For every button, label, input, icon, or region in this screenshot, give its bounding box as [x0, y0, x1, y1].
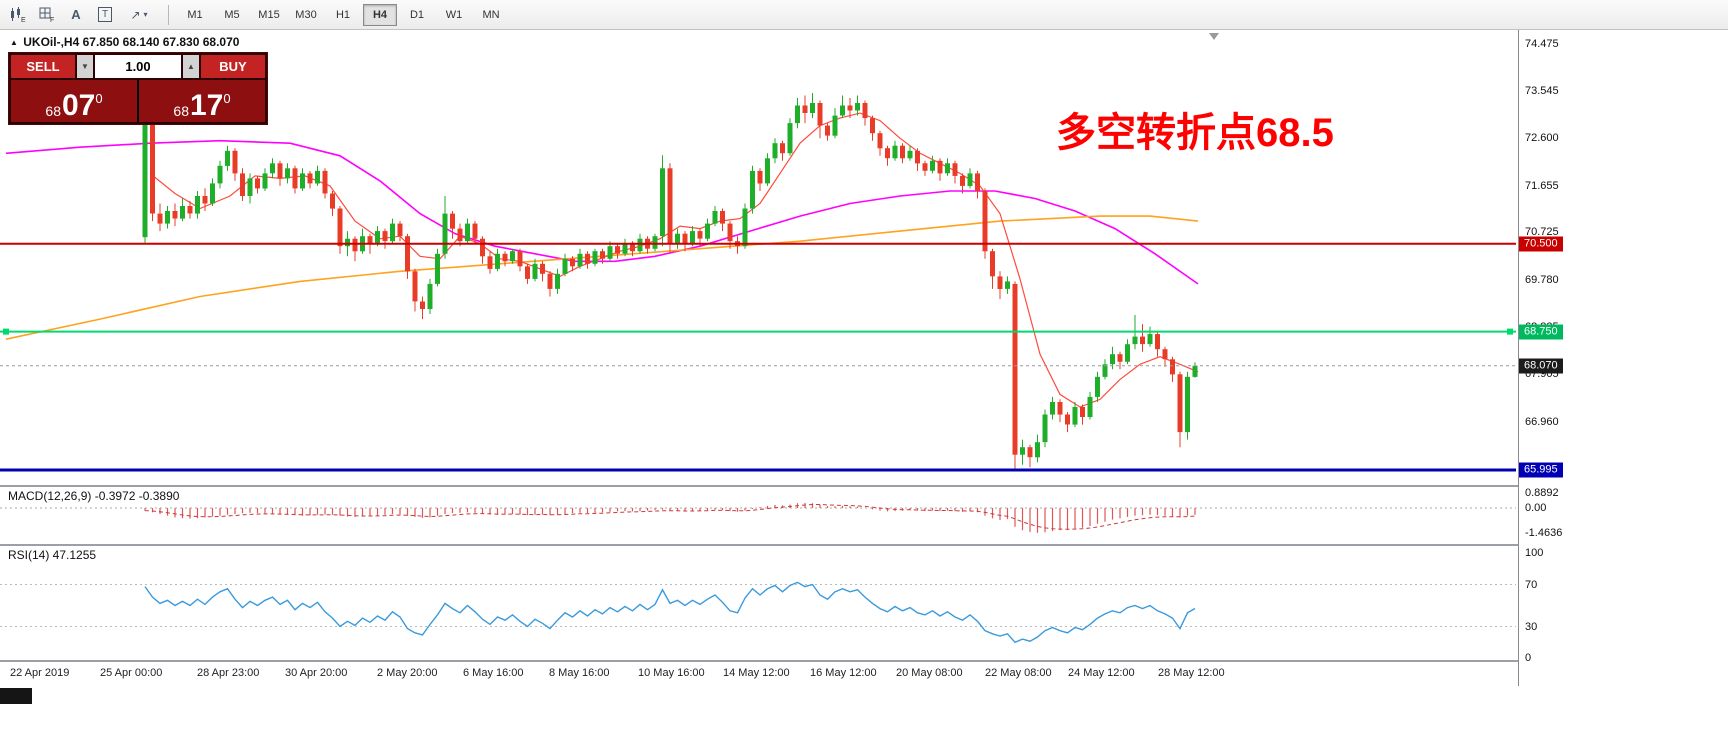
time-axis[interactable]: 22 Apr 2019 25 Apr 00:00 28 Apr 23:00 30 Ap…	[0, 662, 1516, 686]
time-label: 14 May 12:00	[723, 667, 790, 679]
panel-divider[interactable]	[0, 544, 1728, 546]
time-label: 8 May 16:00	[549, 667, 610, 679]
price-tag-70.500: 70.500	[1519, 236, 1563, 252]
taskbar-fragment	[0, 688, 32, 704]
rsi-level-label: 0	[1525, 652, 1532, 664]
rsi-level-label: 100	[1525, 547, 1544, 559]
rsi-level-label: 70	[1525, 578, 1538, 591]
price-label: 71.655	[1525, 179, 1559, 192]
ma-magenta	[5, 139, 1199, 285]
toolbar-separator	[168, 4, 169, 25]
price-tag-65.995: 65.995	[1519, 462, 1563, 478]
chart-canvas[interactable]	[0, 30, 1516, 485]
timeframe-buttons: M1 M5 M15 M30 H1 H4 D1 W1 MN	[178, 3, 511, 26]
time-label: 22 Apr 2019	[10, 667, 70, 679]
timeframe-d1[interactable]: D1	[409, 8, 425, 21]
ma-orange	[5, 215, 1199, 340]
grid-template-icon[interactable]: F	[33, 3, 61, 27]
time-label: 30 Apr 20:00	[285, 667, 348, 679]
indicators-chart-icon[interactable]: E	[4, 3, 32, 27]
price-label: 69.780	[1525, 273, 1559, 286]
volume-input[interactable]	[95, 55, 181, 78]
time-label: 10 May 16:00	[638, 667, 705, 679]
volume-decrease-button[interactable]: ▼	[77, 55, 93, 78]
price-label: 66.960	[1525, 415, 1559, 428]
price-label: 70.725	[1525, 226, 1559, 239]
sell-price-sup: 0	[95, 91, 103, 106]
timeframe-h1[interactable]: H1	[335, 8, 351, 21]
macd-scale-label: -1.4636	[1525, 527, 1563, 540]
time-label: 6 May 16:00	[463, 667, 524, 679]
svg-text:E: E	[21, 17, 26, 23]
rsi-panel	[0, 581, 1516, 644]
buy-price-main: 17	[189, 89, 224, 122]
sell-price-main: 07	[61, 89, 96, 122]
panel-divider[interactable]	[0, 485, 1728, 487]
timeframe-mn[interactable]: MN	[482, 8, 500, 21]
price-label: 72.600	[1525, 132, 1559, 145]
svg-text:F: F	[50, 17, 54, 23]
rsi-level-label: 30	[1525, 620, 1538, 633]
price-label: 74.475	[1525, 38, 1559, 50]
timeframe-h4[interactable]: H4	[363, 3, 397, 26]
buy-price-display[interactable]: 68 17 0	[139, 80, 265, 122]
time-label: 28 May 12:00	[1158, 667, 1225, 679]
sell-price-prefix: 68	[45, 103, 61, 119]
sell-button[interactable]: SELL	[11, 55, 75, 78]
time-label: 20 May 08:00	[896, 667, 963, 679]
time-label: 25 Apr 00:00	[100, 667, 163, 679]
buy-price-sup: 0	[223, 91, 231, 106]
timeframe-m30[interactable]: M30	[295, 8, 317, 21]
price-label: 73.545	[1525, 84, 1559, 97]
time-label: 28 Apr 23:00	[197, 667, 260, 679]
buy-price-prefix: 68	[173, 103, 189, 119]
rsi-label: RSI(14) 47.1255	[8, 548, 97, 562]
shapes-tool-dropdown[interactable]: ↗ ▾	[120, 3, 158, 27]
macd-scale-label: 0.00	[1525, 502, 1547, 514]
label-tool-glyph: T	[97, 7, 113, 22]
time-label: 16 May 12:00	[810, 667, 877, 679]
volume-increase-button[interactable]: ▲	[183, 55, 199, 78]
panel-divider[interactable]	[0, 660, 1728, 662]
chart-scroll-marker-icon[interactable]	[1209, 33, 1219, 40]
macd-label: MACD(12,26,9) -0.3972 -0.3890	[8, 489, 180, 503]
time-label: 24 May 12:00	[1068, 667, 1135, 679]
text-tool-icon[interactable]: A	[71, 7, 81, 22]
buy-button[interactable]: BUY	[201, 55, 265, 78]
macd-scale-label: 0.8892	[1525, 486, 1559, 499]
candlestick-chart	[0, 93, 1516, 472]
ma-fast-red	[149, 112, 1199, 408]
price-axis[interactable]: 74.47573.54572.60071.65570.72569.78068.8…	[1518, 30, 1728, 686]
timeframe-m1[interactable]: M1	[187, 8, 203, 21]
hline-handle[interactable]	[1507, 328, 1513, 335]
one-click-trading-panel: SELL ▼ ▲ BUY 68 07 0 68 17 0	[8, 52, 268, 125]
timeframe-w1[interactable]: W1	[445, 8, 463, 21]
label-tool-icon[interactable]: T	[91, 3, 119, 27]
ohlc-values: 67.850 68.140 67.830 68.070	[82, 35, 240, 49]
price-tag-68.750: 68.750	[1519, 324, 1563, 340]
time-label: 2 May 20:00	[377, 667, 438, 679]
sell-price-display[interactable]: 68 07 0	[11, 80, 137, 122]
chart-annotation-text: 多空转折点68.5	[1056, 111, 1334, 155]
symbol-arrow-icon: ▲	[10, 38, 18, 47]
time-label: 22 May 08:00	[985, 667, 1052, 679]
shapes-tool-icon: ↗	[130, 7, 141, 22]
symbol-name: UKOil-,H4	[23, 35, 80, 49]
toolbar: E F A T ↗ ▾ M1 M5 M15 M30 H1 H4 D1 W1 MN	[0, 0, 1728, 30]
price-tag-68.070: 68.070	[1519, 358, 1563, 374]
macd-panel	[0, 502, 1516, 533]
hline-handle[interactable]	[3, 328, 9, 335]
dropdown-caret-icon: ▾	[143, 10, 148, 19]
symbol-ohlc-header: ▲ UKOil-,H4 67.850 68.140 67.830 68.070	[10, 35, 239, 49]
timeframe-m15[interactable]: M15	[258, 8, 280, 21]
timeframe-m5[interactable]: M5	[224, 8, 240, 21]
